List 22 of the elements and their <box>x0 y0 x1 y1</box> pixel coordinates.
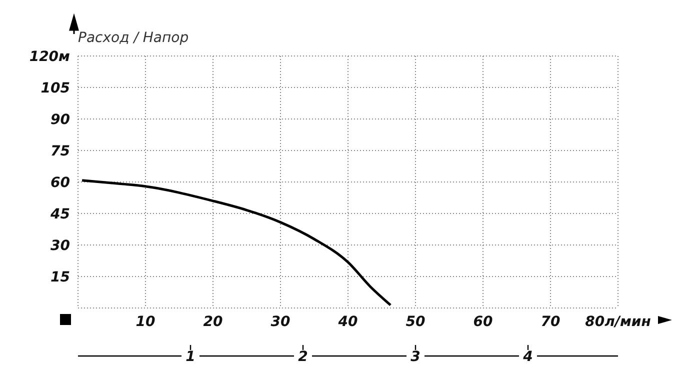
x-tick-label: 20 <box>203 314 223 330</box>
y-tick-label: 75 <box>50 143 70 160</box>
x-tick-label: 40 <box>337 314 358 330</box>
y-tick-label: 90 <box>50 112 70 128</box>
x-tick-label: 70 <box>540 314 560 330</box>
x2-tick-label: 1 <box>186 349 196 365</box>
y-tick-label: 105 <box>40 80 70 96</box>
x-tick-label: 60 <box>473 314 493 330</box>
x-tick-label: 80л/мин <box>585 314 652 330</box>
y-tick-label: 15 <box>50 269 70 286</box>
x2-tick-label: 4 <box>522 349 533 365</box>
y-tick-label: 45 <box>50 206 70 222</box>
y-tick-label: 60 <box>50 174 70 191</box>
x-tick-label: 50 <box>406 314 426 330</box>
x-tick-label: 30 <box>270 314 290 330</box>
x2-tick-label: 3 <box>410 349 420 365</box>
y-tick-label: 120м <box>29 48 70 65</box>
x2-tick-label: 2 <box>298 349 308 365</box>
line-series <box>80 179 392 306</box>
chart-title: Расход / Напор <box>78 30 189 46</box>
y-tick-label: 30 <box>50 238 70 254</box>
x-tick-label: 10 <box>136 314 156 330</box>
